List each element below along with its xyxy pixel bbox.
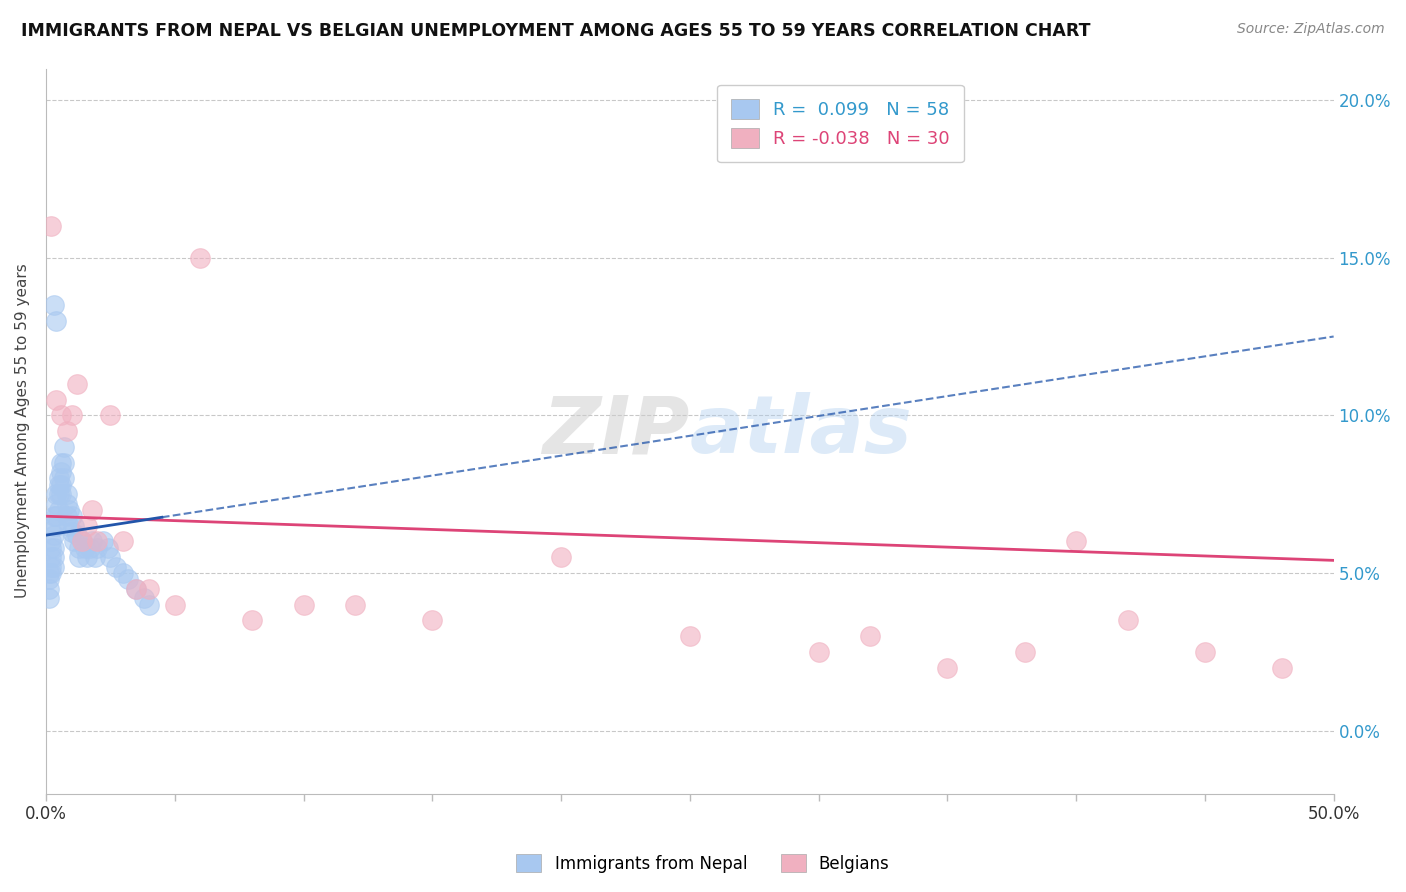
Point bbox=[51, 409, 73, 423]
Point bbox=[112, 534, 135, 549]
Point bbox=[82, 534, 104, 549]
Point bbox=[39, 566, 62, 580]
Point bbox=[38, 572, 60, 586]
Point bbox=[125, 582, 148, 596]
Point bbox=[55, 424, 77, 438]
Point bbox=[42, 550, 65, 565]
Point bbox=[42, 559, 65, 574]
Point bbox=[936, 660, 959, 674]
Point bbox=[38, 566, 60, 580]
Point bbox=[39, 550, 62, 565]
Point bbox=[82, 503, 104, 517]
Point bbox=[55, 509, 77, 524]
Point bbox=[190, 251, 212, 265]
Point bbox=[60, 409, 83, 423]
Point bbox=[132, 591, 155, 606]
Point bbox=[98, 550, 121, 565]
Point bbox=[76, 518, 98, 533]
Point bbox=[48, 477, 70, 491]
Point bbox=[60, 524, 83, 539]
Point bbox=[51, 456, 73, 470]
Point bbox=[48, 503, 70, 517]
Text: IMMIGRANTS FROM NEPAL VS BELGIAN UNEMPLOYMENT AMONG AGES 55 TO 59 YEARS CORRELAT: IMMIGRANTS FROM NEPAL VS BELGIAN UNEMPLO… bbox=[21, 22, 1091, 40]
Point bbox=[83, 550, 105, 565]
Point bbox=[70, 534, 93, 549]
Point bbox=[104, 559, 127, 574]
Point bbox=[38, 582, 60, 596]
Point bbox=[42, 528, 65, 542]
Point bbox=[138, 598, 160, 612]
Point bbox=[69, 550, 91, 565]
Point bbox=[42, 518, 65, 533]
Point bbox=[679, 629, 702, 643]
Point bbox=[97, 541, 120, 555]
Point bbox=[53, 471, 76, 485]
Text: atlas: atlas bbox=[690, 392, 912, 470]
Point bbox=[1116, 613, 1139, 627]
Point bbox=[39, 559, 62, 574]
Point bbox=[98, 409, 121, 423]
Text: ZIP: ZIP bbox=[543, 392, 690, 470]
Point bbox=[63, 534, 86, 549]
Point bbox=[51, 487, 73, 501]
Point bbox=[45, 509, 67, 524]
Point bbox=[45, 314, 67, 328]
Point bbox=[138, 582, 160, 596]
Point bbox=[42, 541, 65, 555]
Point bbox=[79, 541, 101, 555]
Point bbox=[550, 550, 572, 565]
Point bbox=[1014, 645, 1036, 659]
Point bbox=[53, 456, 76, 470]
Point bbox=[39, 541, 62, 555]
Point bbox=[58, 518, 80, 533]
Point bbox=[73, 541, 96, 555]
Point bbox=[86, 534, 108, 549]
Point bbox=[53, 440, 76, 454]
Point bbox=[240, 613, 263, 627]
Point bbox=[51, 477, 73, 491]
Point bbox=[45, 487, 67, 501]
Point bbox=[343, 598, 366, 612]
Point bbox=[163, 598, 186, 612]
Point bbox=[76, 550, 98, 565]
Point bbox=[42, 298, 65, 312]
Point bbox=[38, 591, 60, 606]
Point bbox=[45, 392, 67, 407]
Point bbox=[292, 598, 315, 612]
Point bbox=[42, 509, 65, 524]
Point bbox=[859, 629, 882, 643]
Point bbox=[807, 645, 830, 659]
Point bbox=[91, 534, 114, 549]
Point bbox=[55, 497, 77, 511]
Text: Source: ZipAtlas.com: Source: ZipAtlas.com bbox=[1237, 22, 1385, 37]
Point bbox=[1271, 660, 1294, 674]
Point bbox=[55, 487, 77, 501]
Point bbox=[51, 465, 73, 479]
Point bbox=[1194, 645, 1216, 659]
Point bbox=[58, 503, 80, 517]
Point bbox=[69, 541, 91, 555]
Legend: Immigrants from Nepal, Belgians: Immigrants from Nepal, Belgians bbox=[510, 847, 896, 880]
Point bbox=[48, 471, 70, 485]
Point bbox=[112, 566, 135, 580]
Point bbox=[70, 534, 93, 549]
Point bbox=[117, 572, 139, 586]
Point bbox=[60, 509, 83, 524]
Point bbox=[63, 518, 86, 533]
Point bbox=[45, 518, 67, 533]
Point bbox=[39, 219, 62, 234]
Point bbox=[39, 534, 62, 549]
Legend: R =  0.099   N = 58, R = -0.038   N = 30: R = 0.099 N = 58, R = -0.038 N = 30 bbox=[717, 85, 965, 162]
Point bbox=[125, 582, 148, 596]
Point bbox=[66, 376, 89, 391]
Point bbox=[48, 487, 70, 501]
Point bbox=[66, 528, 89, 542]
Point bbox=[1064, 534, 1087, 549]
Point bbox=[420, 613, 443, 627]
Point bbox=[86, 541, 108, 555]
Point bbox=[45, 497, 67, 511]
Y-axis label: Unemployment Among Ages 55 to 59 years: Unemployment Among Ages 55 to 59 years bbox=[15, 264, 30, 599]
